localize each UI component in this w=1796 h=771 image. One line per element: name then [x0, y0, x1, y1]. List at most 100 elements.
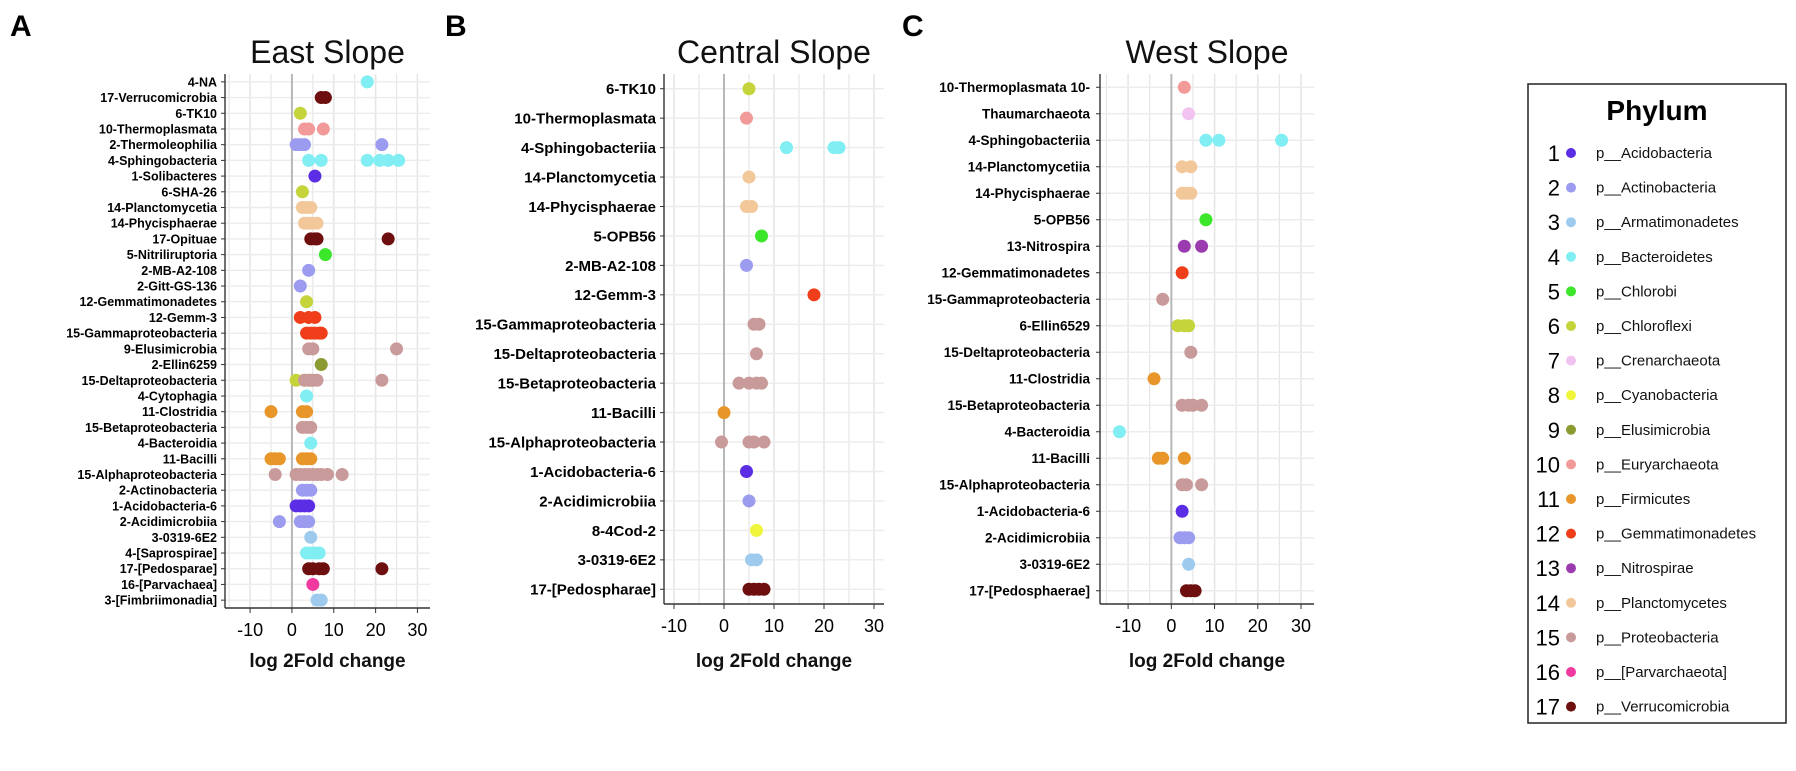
y-tick-label: 2-Ellin6259 [152, 358, 217, 372]
y-tick-label: 4-Bacteroidia [138, 437, 218, 451]
panel-west-slope: C West Slope 10-Thermoplasmata 10- Thaumarc… [902, 10, 1314, 672]
x-axis-label: log 2Fold change [696, 651, 852, 672]
data-point [392, 153, 406, 167]
legend-label: p__Proteobacteria [1596, 629, 1719, 646]
data-point [1199, 213, 1213, 227]
y-tick-label: 2-Actinobacteria [119, 484, 218, 498]
x-tick-label: 10 [324, 620, 344, 640]
legend-number: 8 [1548, 383, 1560, 408]
legend-entry: 11 p__Firmicutes [1537, 487, 1690, 512]
legend-entry: 9 p__Elusimicrobia [1548, 418, 1711, 443]
data-point [300, 295, 314, 309]
y-tick-label: 17-[Pedospharae] [530, 582, 656, 599]
y-tick-label: 11-Bacilli [1031, 451, 1090, 466]
x-tick-label: -10 [661, 616, 687, 636]
y-tick-label: 2-Acidimicrobiia [539, 493, 656, 510]
grid [1100, 74, 1314, 604]
y-tick-label: 15-Deltaproteobacteria [944, 345, 1091, 360]
y-tick-label: 15-Deltaproteobacteria [493, 346, 656, 363]
data-point [321, 468, 334, 481]
y-tick-label: 11-Clostridia [1009, 372, 1091, 387]
data-point [375, 562, 389, 576]
data-point [304, 452, 318, 466]
y-tick-label: 2-MB-A2-108 [141, 264, 217, 278]
legend-entry: 17 p__Verrucomicrobia [1536, 695, 1731, 720]
y-tick-label: 6-TK10 [606, 81, 656, 98]
y-tick-label: 13-Nitrospira [1007, 239, 1091, 254]
y-tick-label: 10-Thermoplasmata [514, 111, 656, 128]
y-tick-label: 1-Acidobacteria-6 [112, 499, 217, 513]
y-tick-label: 12-Gemm-3 [574, 287, 656, 304]
legend-entry: 16 p__[Parvarchaeota] [1536, 660, 1727, 685]
data-point [381, 232, 395, 246]
legend-number: 11 [1537, 487, 1560, 512]
data-point [1147, 372, 1161, 386]
data-point [1177, 80, 1191, 94]
data-point [1195, 398, 1209, 412]
y-tick-label: 12-Gemm-3 [149, 311, 217, 325]
points [264, 75, 406, 607]
data-point [304, 530, 318, 544]
data-point [1184, 186, 1198, 200]
data-point [1175, 504, 1189, 518]
y-tick-label: 15-Deltaproteobacteria [82, 374, 219, 388]
data-point [1177, 451, 1191, 465]
x-tick-label: 30 [407, 620, 427, 640]
legend-swatch [1566, 563, 1576, 574]
data-point [295, 185, 309, 199]
y-tick-label: 14-Phycisphaerae [975, 186, 1090, 201]
legend-label: p__Actinobacteria [1596, 180, 1717, 197]
y-tick-label: 15-Alphaproteobacteria [939, 478, 1090, 493]
y-tick-label: 4-Sphingobacteriia [968, 133, 1090, 148]
legend-swatch [1566, 528, 1576, 539]
x-tick-label: -10 [237, 620, 263, 640]
data-point [1182, 557, 1196, 571]
data-point [1182, 531, 1196, 545]
legend-entry: 3 p__Armatimonadetes [1548, 210, 1739, 235]
data-point [1195, 239, 1209, 253]
data-point [300, 405, 314, 419]
data-point [318, 248, 332, 262]
y-tick-label: 15-Gammaproteobacteria [475, 317, 657, 334]
data-point [306, 342, 320, 356]
data-point [1182, 319, 1196, 333]
data-point [780, 141, 793, 155]
legend-swatch [1566, 632, 1576, 643]
y-tick-label: 15-Betaproteobacteria [947, 398, 1090, 413]
y-tick-label: 11-Bacilli [163, 452, 217, 466]
data-point [740, 258, 753, 272]
legend-number: 9 [1548, 418, 1560, 443]
data-point [1188, 584, 1202, 598]
legend-swatch [1566, 286, 1576, 297]
x-tick-label: 0 [287, 620, 297, 640]
data-point [745, 200, 758, 213]
y-tick-label: 4-Cytophagia [138, 389, 218, 403]
legend-swatch [1566, 251, 1576, 262]
x-tick-label: 20 [366, 620, 386, 640]
x-axis-label: log 2Fold change [1129, 651, 1285, 672]
data-point [750, 553, 763, 567]
y-tick-label: 4-[Saprospirae] [125, 547, 217, 561]
legend-entry: 7 p__Crenarchaeota [1548, 349, 1721, 374]
y-tick-label: Thaumarchaeota [982, 107, 1091, 122]
y-tick-label: 1-Acidobacteria-6 [530, 464, 656, 481]
data-point [318, 91, 332, 105]
y-tick-label: 5-OPB56 [593, 228, 656, 245]
y-tick-label: 15-Alphaproteobacteria [488, 434, 656, 451]
legend-label: p__Chloroflexi [1596, 318, 1692, 335]
data-point [304, 201, 318, 214]
legend-swatch [1566, 321, 1576, 331]
data-point [740, 465, 753, 478]
legend-label: p__Acidobacteria [1596, 145, 1713, 162]
data-point [755, 229, 768, 243]
y-tick-label: 1-Solibacteres [132, 170, 218, 184]
legend-label: p__Gemmatimonadetes [1596, 526, 1756, 543]
data-point [832, 141, 846, 155]
data-point [314, 358, 328, 372]
legend-entry: 1 p__Acidobacteria [1548, 141, 1713, 166]
legend-number: 6 [1548, 314, 1560, 339]
data-point [742, 170, 756, 184]
data-point [747, 435, 761, 449]
data-point [314, 326, 328, 340]
